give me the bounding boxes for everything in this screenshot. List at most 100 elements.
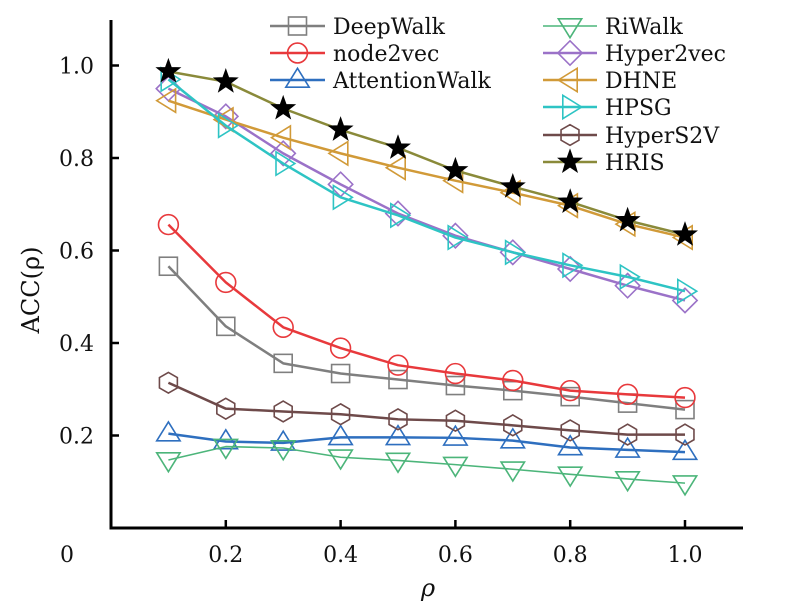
- y-tick-label: 0.2: [59, 425, 94, 450]
- legend-item-riwalk: RiWalk: [543, 15, 683, 40]
- data-point: [444, 362, 467, 385]
- series-hpsg: [160, 66, 699, 305]
- data-point: [504, 239, 527, 266]
- data-point: [212, 106, 234, 133]
- legend-marker-icon: [284, 66, 311, 88]
- axes: [109, 20, 743, 530]
- series-riwalk: [155, 438, 699, 497]
- legend-item-node2vec: node2vec: [270, 42, 439, 67]
- legend-label: node2vec: [333, 42, 439, 67]
- data-point: [385, 134, 411, 159]
- data-point: [671, 287, 699, 314]
- data-point: [557, 466, 584, 488]
- data-point: [384, 200, 412, 227]
- data-point: [674, 386, 696, 409]
- data-point: [217, 112, 240, 139]
- y-tick-label: 0.6: [59, 240, 94, 265]
- data-point: [389, 202, 412, 229]
- legend-item-hpsg: HPSG: [543, 93, 672, 121]
- legend-item-hyper2vec: Hyper2vec: [543, 39, 726, 67]
- data-point: [212, 103, 240, 130]
- x-tick-label: 0.8: [553, 543, 588, 568]
- data-point: [275, 150, 297, 177]
- data-point: [556, 255, 584, 283]
- legend-marker-icon: [556, 39, 584, 67]
- data-point: [671, 475, 699, 497]
- data-point: [270, 439, 297, 462]
- x-axis-title: ρ: [420, 574, 435, 602]
- data-point: [387, 354, 409, 376]
- legend-marker-icon: [287, 16, 308, 36]
- data-point: [560, 419, 580, 442]
- data-point: [675, 423, 695, 446]
- data-point: [559, 379, 581, 402]
- data-point: [329, 337, 352, 359]
- legend-item-hypers2v: HyperS2V: [543, 123, 720, 149]
- data-point: [671, 438, 699, 461]
- data-point: [216, 316, 236, 337]
- data-point: [614, 272, 641, 299]
- series-line: [168, 99, 686, 239]
- legend-marker-icon: [561, 93, 584, 121]
- data-point: [560, 386, 581, 407]
- data-point: [617, 423, 638, 446]
- data-point: [614, 436, 641, 458]
- data-point: [676, 278, 699, 305]
- data-point: [155, 420, 182, 442]
- data-point: [332, 184, 354, 211]
- data-point: [557, 188, 584, 213]
- legend-item-dhne: DHNE: [543, 66, 677, 94]
- data-point: [212, 68, 239, 93]
- data-point: [672, 221, 698, 246]
- data-point: [270, 94, 297, 120]
- legend-label: AttentionWalk: [332, 69, 492, 94]
- data-point: [445, 409, 466, 432]
- data-point: [675, 399, 695, 420]
- series-line: [167, 87, 686, 302]
- data-point: [269, 140, 297, 167]
- data-point: [499, 173, 526, 198]
- data-point: [158, 371, 179, 395]
- legend-marker-icon: [556, 66, 579, 94]
- legend-label: DHNE: [605, 69, 677, 94]
- data-point: [445, 375, 466, 396]
- data-point: [557, 434, 584, 456]
- data-point: [273, 353, 294, 374]
- x-tick-label: 0.6: [438, 543, 473, 568]
- data-point: [503, 414, 523, 437]
- legend-marker-icon: [560, 123, 580, 147]
- data-point: [158, 256, 179, 277]
- data-point: [502, 369, 524, 392]
- data-point: [327, 424, 354, 446]
- data-point: [215, 271, 237, 294]
- data-point: [330, 402, 351, 426]
- legend-marker-icon: [557, 148, 583, 174]
- data-point: [384, 154, 407, 181]
- data-point: [499, 461, 526, 483]
- legend-label: RiWalk: [605, 15, 683, 40]
- data-point: [155, 87, 177, 114]
- data-point: [619, 263, 641, 290]
- data-point: [614, 470, 641, 493]
- legend-label: HRIS: [605, 151, 665, 176]
- data-point: [442, 424, 469, 446]
- data-point: [384, 452, 412, 474]
- legend: DeepWalknode2vecAttentionWalkRiWalkHyper…: [270, 15, 726, 176]
- series-line: [168, 445, 686, 484]
- series-line: [167, 78, 686, 293]
- series-attentionwalk: [155, 420, 699, 461]
- legend-item-attentionwalk: AttentionWalk: [270, 66, 492, 94]
- legend-marker-icon: [286, 42, 309, 64]
- data-point: [442, 222, 469, 249]
- y-tick-label: 0.8: [59, 147, 94, 172]
- series-line: [167, 223, 686, 399]
- data-point: [384, 424, 412, 446]
- data-point: [442, 156, 469, 182]
- y-axis-title: ACC(ρ): [17, 247, 45, 335]
- series-line: [167, 381, 685, 436]
- legend-label: Hyper2vec: [605, 42, 726, 67]
- x-tick-label: 0.4: [323, 543, 358, 568]
- data-point: [273, 400, 293, 423]
- data-point: [212, 438, 239, 460]
